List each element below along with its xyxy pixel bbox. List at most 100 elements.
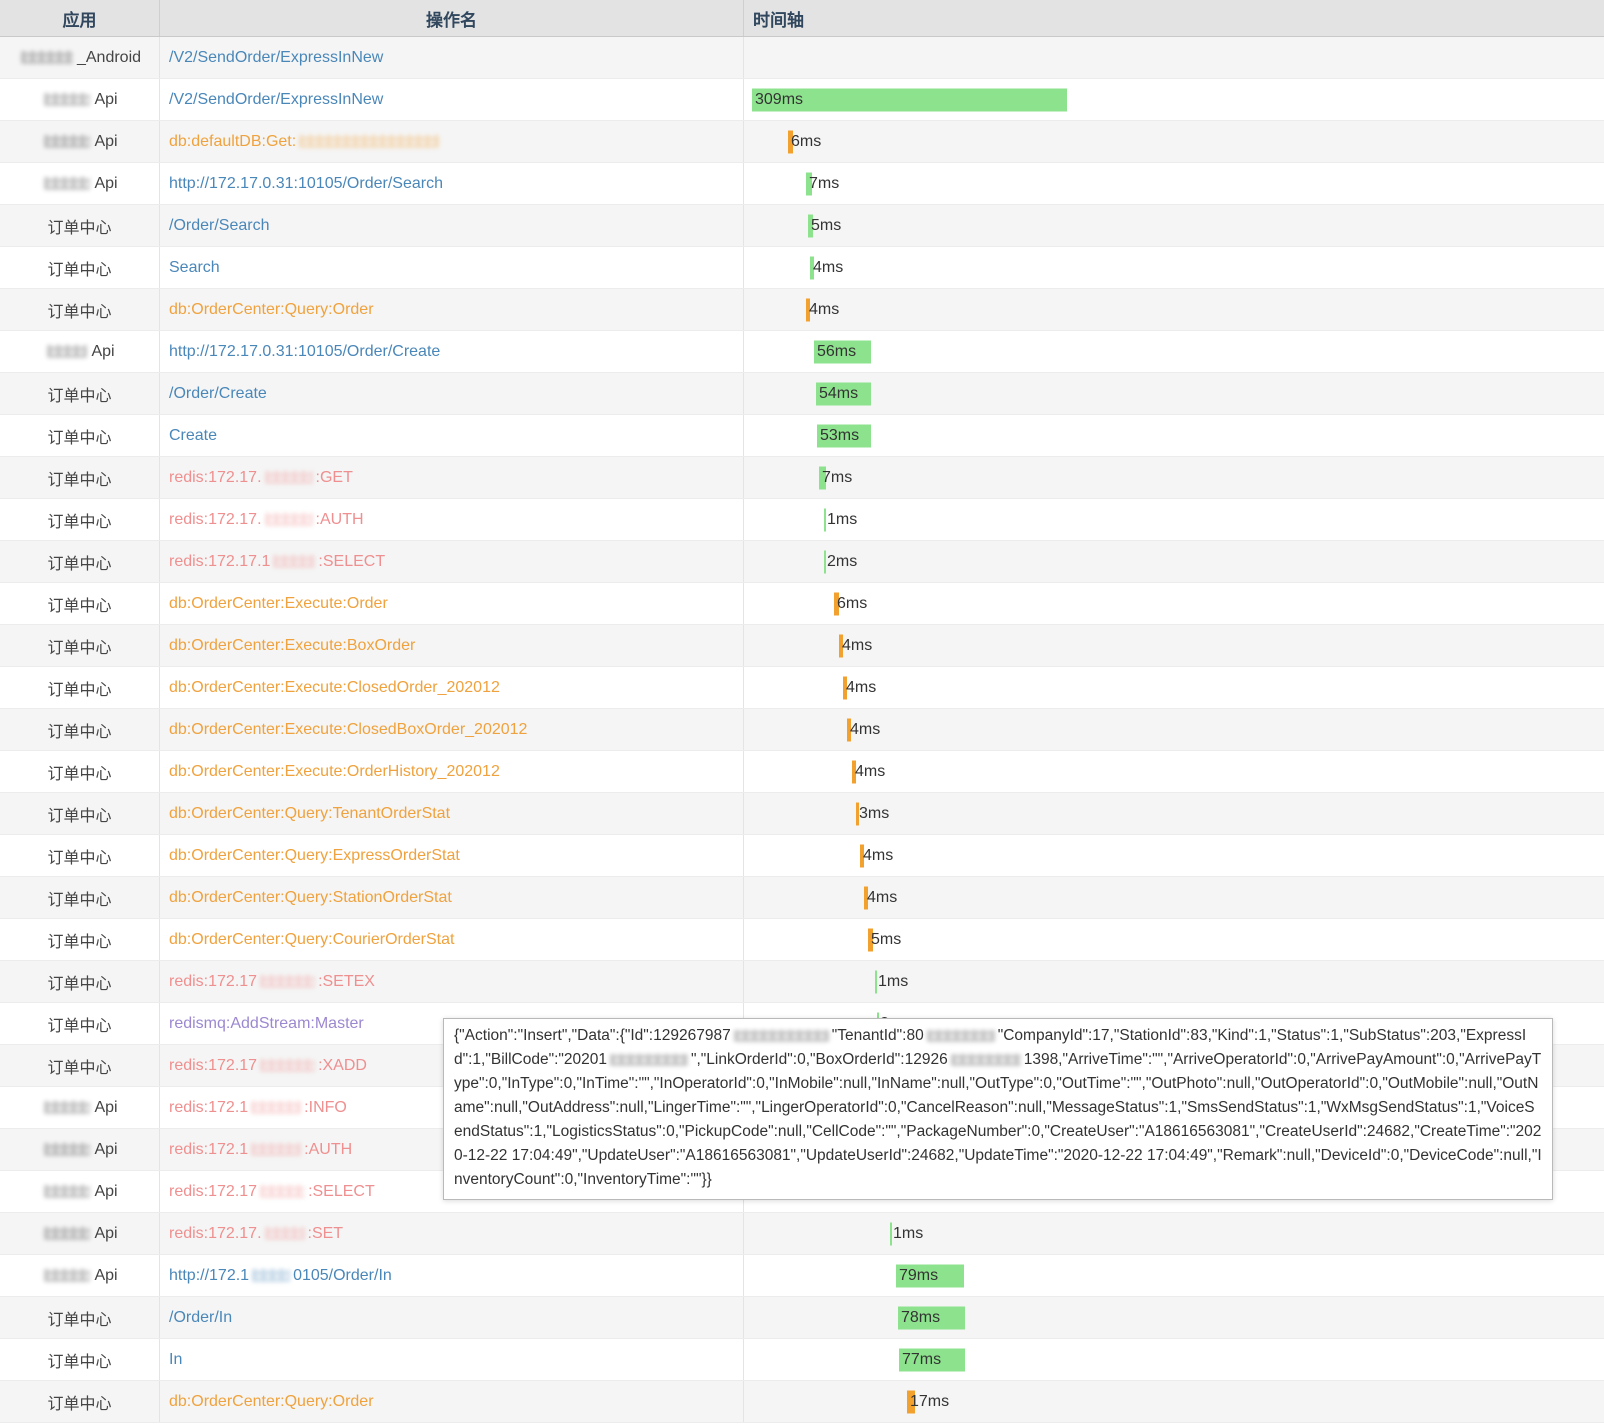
span-duration-bar[interactable] <box>752 88 1067 111</box>
operation-cell[interactable]: db:OrderCenter:Query:Order <box>160 289 744 330</box>
operation-cell[interactable]: http://172.1 0105/Order/In <box>160 1255 744 1296</box>
operation-cell[interactable]: redis:172.17 :XADD <box>160 1045 744 1086</box>
app-cell: 订单中心 <box>0 835 160 876</box>
table-row[interactable]: 订单中心 Search 4ms <box>0 247 1604 289</box>
operation-cell[interactable]: db:defaultDB:Get: <box>160 121 744 162</box>
span-duration-bar[interactable] <box>824 550 826 573</box>
span-duration-bar[interactable] <box>824 508 826 531</box>
operation-cell[interactable]: redis:172.17.1 :SELECT <box>160 541 744 582</box>
span-duration-bar[interactable] <box>896 1264 964 1287</box>
span-duration-bar[interactable] <box>875 970 877 993</box>
span-duration-bar[interactable] <box>907 1390 915 1413</box>
table-row[interactable]: Api http://172.17.0.31:10105/Order/Creat… <box>0 331 1604 373</box>
span-duration-bar[interactable] <box>843 676 847 699</box>
span-duration-bar[interactable] <box>810 256 814 279</box>
span-duration-bar[interactable] <box>814 340 871 363</box>
operation-cell[interactable]: db:OrderCenter:Execute:BoxOrder <box>160 625 744 666</box>
span-duration-bar[interactable] <box>816 382 871 405</box>
timeline-cell <box>744 37 1604 78</box>
operation-cell[interactable]: db:OrderCenter:Execute:ClosedBoxOrder_20… <box>160 709 744 750</box>
span-duration-bar[interactable] <box>819 466 826 489</box>
operation-cell[interactable]: Create <box>160 415 744 456</box>
span-detail-tooltip: {"Action":"Insert","Data":{"Id":12926798… <box>443 1018 1553 1201</box>
span-duration-bar[interactable] <box>806 172 812 195</box>
operation-cell[interactable]: Search <box>160 247 744 288</box>
table-row[interactable]: 订单中心 redis:172.17.1 :SELECT 2ms <box>0 541 1604 583</box>
table-row[interactable]: 订单中心 /Order/Create 54ms <box>0 373 1604 415</box>
span-duration-bar[interactable] <box>834 592 839 615</box>
operation-cell[interactable]: redis:172.17. :AUTH <box>160 499 744 540</box>
span-duration-bar[interactable] <box>868 928 873 951</box>
table-row[interactable]: Api http://172.1 0105/Order/In 79ms <box>0 1255 1604 1297</box>
operation-cell[interactable]: redis:172.17 :SETEX <box>160 961 744 1002</box>
operation-cell[interactable]: /Order/Search <box>160 205 744 246</box>
span-duration-bar[interactable] <box>856 802 859 825</box>
operation-cell[interactable]: db:OrderCenter:Query:ExpressOrderStat <box>160 835 744 876</box>
operation-cell[interactable]: db:OrderCenter:Query:StationOrderStat <box>160 877 744 918</box>
table-row[interactable]: 订单中心 /Order/In 78ms <box>0 1297 1604 1339</box>
operation-cell[interactable]: db:OrderCenter:Execute:ClosedOrder_20201… <box>160 667 744 708</box>
span-duration-bar[interactable] <box>898 1306 965 1329</box>
table-row[interactable]: Api redis:172.17. :SET 1ms <box>0 1213 1604 1255</box>
table-row[interactable]: 订单中心 db:OrderCenter:Query:ExpressOrderSt… <box>0 835 1604 877</box>
span-duration-bar[interactable] <box>890 1222 892 1245</box>
table-row[interactable]: 订单中心 db:OrderCenter:Execute:Order 6ms <box>0 583 1604 625</box>
table-row[interactable]: 订单中心 redis:172.17. :AUTH 1ms <box>0 499 1604 541</box>
operation-cell[interactable]: redis:172.17. :SET <box>160 1213 744 1254</box>
span-duration-bar[interactable] <box>847 718 851 741</box>
operation-cell[interactable]: /Order/Create <box>160 373 744 414</box>
table-row[interactable]: Api db:defaultDB:Get: 6ms <box>0 121 1604 163</box>
table-row[interactable]: 订单中心 db:OrderCenter:Query:Order 17ms <box>0 1381 1604 1423</box>
operation-name: db:OrderCenter:Execute:OrderHistory_2020… <box>169 762 500 780</box>
operation-name: db:OrderCenter:Execute:Order <box>169 594 388 612</box>
operation-cell[interactable]: db:OrderCenter:Query:Order <box>160 1381 744 1422</box>
table-row[interactable]: 订单中心 Create 53ms <box>0 415 1604 457</box>
operation-cell[interactable]: http://172.17.0.31:10105/Order/Search <box>160 163 744 204</box>
operation-cell[interactable]: db:OrderCenter:Execute:OrderHistory_2020… <box>160 751 744 792</box>
table-row[interactable]: 订单中心 db:OrderCenter:Execute:ClosedOrder_… <box>0 667 1604 709</box>
span-duration-bar[interactable] <box>899 1348 965 1371</box>
span-duration-bar[interactable] <box>806 298 810 321</box>
operation-cell[interactable]: In <box>160 1339 744 1380</box>
operation-cell[interactable]: redis:172.1 :AUTH <box>160 1129 744 1170</box>
timeline-cell: 7ms <box>744 457 1604 498</box>
table-row[interactable]: Api http://172.17.0.31:10105/Order/Searc… <box>0 163 1604 205</box>
app-label: 订单中心 <box>47 1395 112 1413</box>
table-row[interactable]: 订单中心 db:OrderCenter:Query:TenantOrderSta… <box>0 793 1604 835</box>
span-duration-bar[interactable] <box>817 424 871 447</box>
operation-cell[interactable]: redis:172.17 :SELECT <box>160 1171 744 1212</box>
table-row[interactable]: _Android /V2/SendOrder/ExpressInNew <box>0 37 1604 79</box>
operation-cell[interactable]: db:OrderCenter:Query:CourierOrderStat <box>160 919 744 960</box>
operation-cell[interactable]: http://172.17.0.31:10105/Order/Create <box>160 331 744 372</box>
span-duration-bar[interactable] <box>860 844 864 867</box>
table-row[interactable]: 订单中心 db:OrderCenter:Query:CourierOrderSt… <box>0 919 1604 961</box>
span-duration-bar[interactable] <box>788 130 793 153</box>
table-row[interactable]: 订单中心 /Order/Search 5ms <box>0 205 1604 247</box>
duration-label: 4ms <box>863 846 894 864</box>
operation-cell[interactable]: /V2/SendOrder/ExpressInNew <box>160 37 744 78</box>
table-row[interactable]: 订单中心 db:OrderCenter:Query:Order 4ms <box>0 289 1604 331</box>
app-label: 订单中心 <box>47 471 112 489</box>
app-cell: 订单中心 <box>0 625 160 666</box>
table-row[interactable]: 订单中心 db:OrderCenter:Execute:OrderHistory… <box>0 751 1604 793</box>
timeline-cell: 54ms <box>744 373 1604 414</box>
operation-cell[interactable]: redis:172.17. :GET <box>160 457 744 498</box>
span-duration-bar[interactable] <box>852 760 856 783</box>
table-row[interactable]: 订单中心 In 77ms <box>0 1339 1604 1381</box>
table-row[interactable]: 订单中心 redis:172.17 :SETEX 1ms <box>0 961 1604 1003</box>
operation-cell[interactable]: /V2/SendOrder/ExpressInNew <box>160 79 744 120</box>
span-duration-bar[interactable] <box>864 886 868 909</box>
table-row[interactable]: 订单中心 db:OrderCenter:Execute:ClosedBoxOrd… <box>0 709 1604 751</box>
operation-cell[interactable]: db:OrderCenter:Execute:Order <box>160 583 744 624</box>
operation-name: Create <box>169 426 218 444</box>
timeline-cell: 1ms <box>744 499 1604 540</box>
table-row[interactable]: 订单中心 db:OrderCenter:Query:StationOrderSt… <box>0 877 1604 919</box>
table-row[interactable]: Api /V2/SendOrder/ExpressInNew 309ms <box>0 79 1604 121</box>
span-duration-bar[interactable] <box>808 214 813 237</box>
operation-name: redis:172.17 <box>169 1056 258 1074</box>
operation-cell[interactable]: /Order/In <box>160 1297 744 1338</box>
span-duration-bar[interactable] <box>839 634 843 657</box>
operation-cell[interactable]: db:OrderCenter:Query:TenantOrderStat <box>160 793 744 834</box>
table-row[interactable]: 订单中心 db:OrderCenter:Execute:BoxOrder 4ms <box>0 625 1604 667</box>
table-row[interactable]: 订单中心 redis:172.17. :GET 7ms <box>0 457 1604 499</box>
